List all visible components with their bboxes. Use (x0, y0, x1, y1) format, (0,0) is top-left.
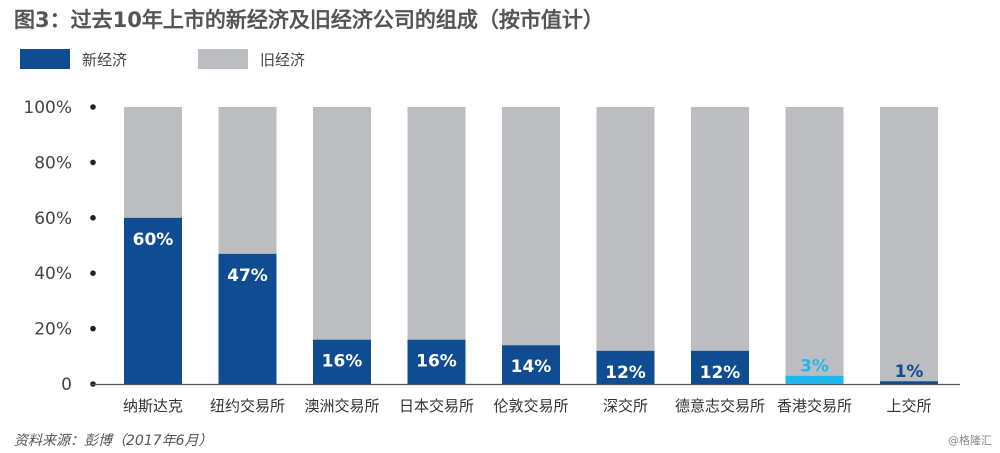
bar-new-economy (313, 339, 371, 384)
data-label: 12% (700, 363, 741, 383)
bar-old-economy (313, 107, 371, 340)
x-category-label: 德意志交易所 (675, 397, 765, 415)
bar-new-economy (880, 381, 938, 384)
x-category-label: 澳洲交易所 (304, 397, 379, 415)
bar-old-economy (124, 107, 182, 218)
chart-title: 图3：过去10年上市的新经济及旧经济公司的组成（按市值计） (14, 8, 604, 32)
legend-item-old-economy: 旧经济 (198, 48, 305, 70)
y-tick-label: 80% (34, 153, 72, 173)
data-label: 47% (227, 266, 268, 286)
x-category-label: 上交所 (886, 397, 931, 415)
y-tick-marker (90, 215, 96, 221)
bar-old-economy (785, 107, 844, 376)
data-label: 1% (895, 362, 924, 382)
bar-old-economy (502, 107, 560, 346)
legend-swatch-new (20, 49, 70, 69)
bar-new-economy (691, 350, 749, 384)
bar-new-economy (502, 345, 560, 384)
y-tick-label: 100% (23, 98, 72, 118)
y-tick-label: 0 (61, 375, 72, 395)
data-label: 60% (133, 230, 174, 250)
x-category-label: 伦敦交易所 (493, 397, 568, 415)
bar-old-economy (407, 107, 466, 340)
bar-new-economy (124, 217, 182, 384)
legend-label-new: 新经济 (82, 50, 128, 69)
data-label: 3% (800, 357, 829, 377)
bar-old-economy (880, 107, 938, 382)
y-tick-marker (90, 270, 96, 277)
y-tick-label: 40% (34, 264, 72, 284)
x-category-label: 香港交易所 (777, 397, 852, 415)
x-category-label: 日本交易所 (399, 397, 474, 415)
watermark: @格隆汇 (948, 434, 992, 447)
y-tick-marker (90, 325, 96, 332)
x-category-label: 纳斯达克 (123, 397, 183, 415)
bar-old-economy (691, 107, 749, 351)
data-label: 12% (605, 363, 646, 383)
bar-new-economy (596, 350, 655, 384)
data-label: 16% (416, 352, 457, 372)
data-label: 14% (511, 357, 552, 377)
bar-old-economy (596, 107, 655, 351)
legend-label-old: 旧经济 (260, 50, 306, 69)
x-category-label: 深交所 (603, 397, 648, 415)
bar-new-economy (218, 253, 277, 384)
bar-new-economy (407, 339, 466, 384)
source-note: 资料来源：彭博（2017年6月） (14, 433, 213, 449)
x-category-label: 纽约交易所 (210, 397, 285, 415)
y-tick-marker (90, 104, 96, 110)
y-tick-label: 60% (34, 209, 72, 229)
y-tick-label: 20% (34, 320, 72, 340)
data-label: 16% (322, 352, 363, 372)
bar-new-economy (785, 375, 844, 384)
legend-swatch-old (198, 49, 248, 69)
bar-old-economy (218, 107, 277, 254)
y-tick-marker (90, 159, 96, 166)
legend-item-new-economy: 新经济 (20, 48, 127, 70)
